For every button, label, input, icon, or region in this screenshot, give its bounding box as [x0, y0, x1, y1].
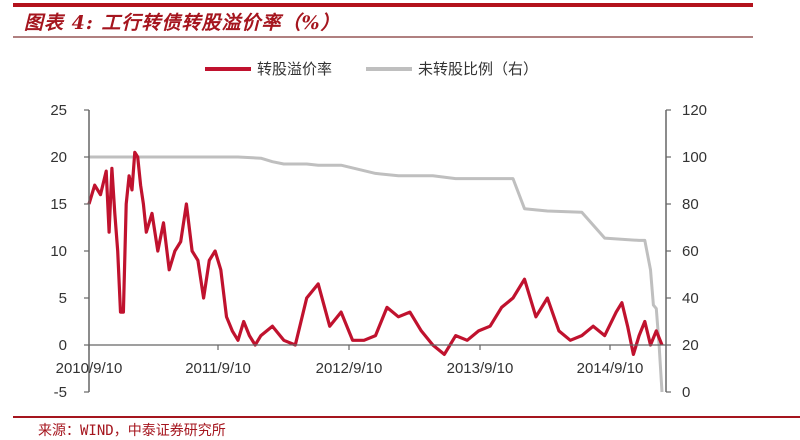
right-tick-label: 0	[682, 384, 690, 401]
legend: 转股溢价率 未转股比例（右）	[205, 58, 572, 79]
top-rule	[13, 3, 753, 7]
chart-title: 图表 4: 工行转债转股溢价率（%）	[24, 12, 341, 34]
x-tick-label: 2010/9/10	[56, 360, 123, 377]
left-tick-label: 5	[59, 290, 67, 307]
legend-swatch-premium	[205, 66, 251, 71]
x-tick-label: 2012/9/10	[316, 360, 383, 377]
x-tick-label: 2014/9/10	[577, 360, 644, 377]
x-tick-label: 2013/9/10	[447, 360, 514, 377]
right-tick-label: 40	[682, 290, 699, 307]
bottom-rule	[13, 416, 800, 418]
left-tick-label: 25	[50, 102, 67, 119]
legend-item-unconverted: 未转股比例（右）	[366, 58, 538, 79]
right-tick-label: 60	[682, 243, 699, 260]
x-tick-label: 2011/9/10	[185, 360, 251, 377]
left-tick-label: 20	[50, 149, 67, 166]
left-tick-label: 15	[50, 196, 67, 213]
source-note: 来源：WIND，中泰证券研究所	[38, 423, 226, 439]
premium-rate-line	[87, 150, 664, 356]
title-divider	[13, 36, 753, 38]
left-tick-label: 0	[59, 337, 67, 354]
axes: -5 0 5 10 15 20 25 0 20 40 60 80 100 120 2010/9/10 2011…	[50, 102, 707, 401]
legend-item-premium: 转股溢价率	[205, 58, 332, 79]
legend-swatch-unconverted	[366, 66, 413, 71]
unconverted-ratio-line	[89, 155, 664, 393]
series-lines	[87, 150, 664, 393]
left-tick-label: 10	[50, 243, 67, 260]
right-tick-label: 100	[682, 149, 707, 166]
right-tick-label: 80	[682, 196, 699, 213]
legend-label-unconverted: 未转股比例（右）	[418, 61, 539, 78]
left-tick-label: -5	[54, 384, 67, 401]
right-tick-label: 20	[682, 337, 699, 354]
right-tick-label: 120	[682, 102, 707, 119]
legend-label-premium: 转股溢价率	[257, 61, 333, 78]
